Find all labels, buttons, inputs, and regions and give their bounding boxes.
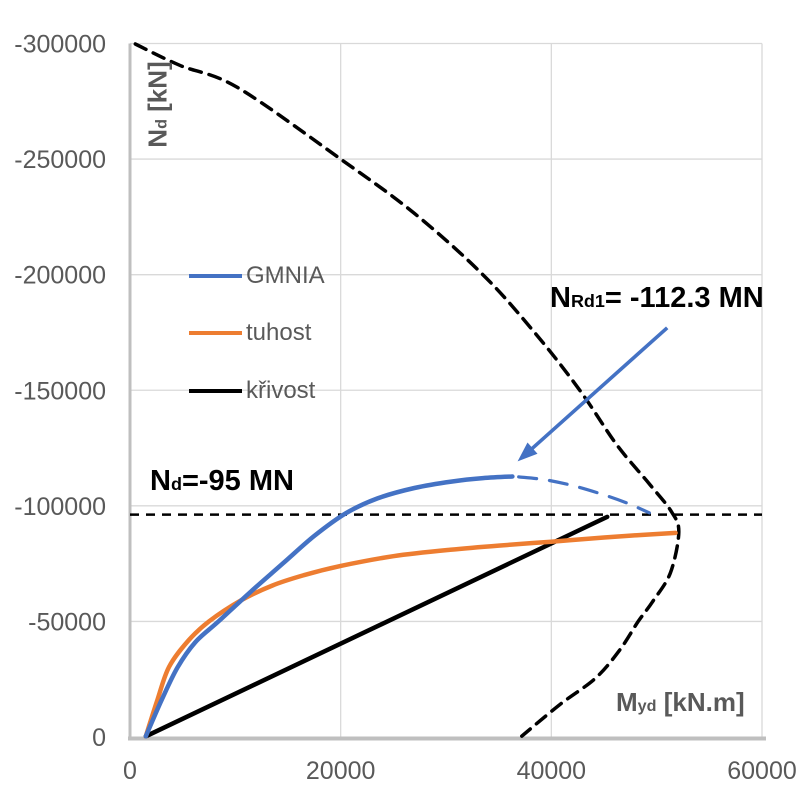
y-tick-label: -200000 [14,262,106,290]
series-gmnia-postpeak-curve [517,475,651,515]
y-axis-title: Nd [kN] [142,61,173,148]
x-tick-label: 60000 [727,757,797,785]
y-tick-label: -50000 [28,608,106,636]
y-tick-label: -250000 [14,146,106,174]
annotation-arrow-head [517,442,538,462]
x-tick-label: 40000 [517,757,587,785]
annotation-arrow-shaft [528,326,669,453]
nd-annotation: Nd=-95 MN [150,465,294,497]
series-k-ivost-curve [143,514,610,739]
series-tuhost-curve [143,530,678,739]
legend-item-gmnia: GMNIA [189,247,325,305]
series-cross-section-envelope-curve [133,42,681,738]
legend-swatch [189,388,242,393]
x-tick-label: 20000 [306,757,376,785]
legend-label: křivost [246,376,316,404]
nrd-annotation: NRd1= -112.3 MN [550,282,764,314]
legend-item-tuhost: tuhost [189,305,325,363]
legend-swatch [189,331,242,336]
x-tick-label: 0 [123,757,137,785]
y-tick-label: -150000 [14,377,106,405]
x-axis-title: Myd [kN.m] [616,687,745,717]
y-tick-label: -300000 [14,31,106,59]
legend-swatch [189,273,242,278]
legend-label: GMNIA [246,261,325,289]
y-tick-label: 0 [92,724,106,752]
legend: GMNIA tuhost křivost [189,247,325,420]
legend-item-k-ivost: křivost [189,362,325,420]
series-gmnia-curve [143,474,515,739]
y-tick-label: -100000 [14,493,106,521]
legend-label: tuhost [246,319,312,347]
